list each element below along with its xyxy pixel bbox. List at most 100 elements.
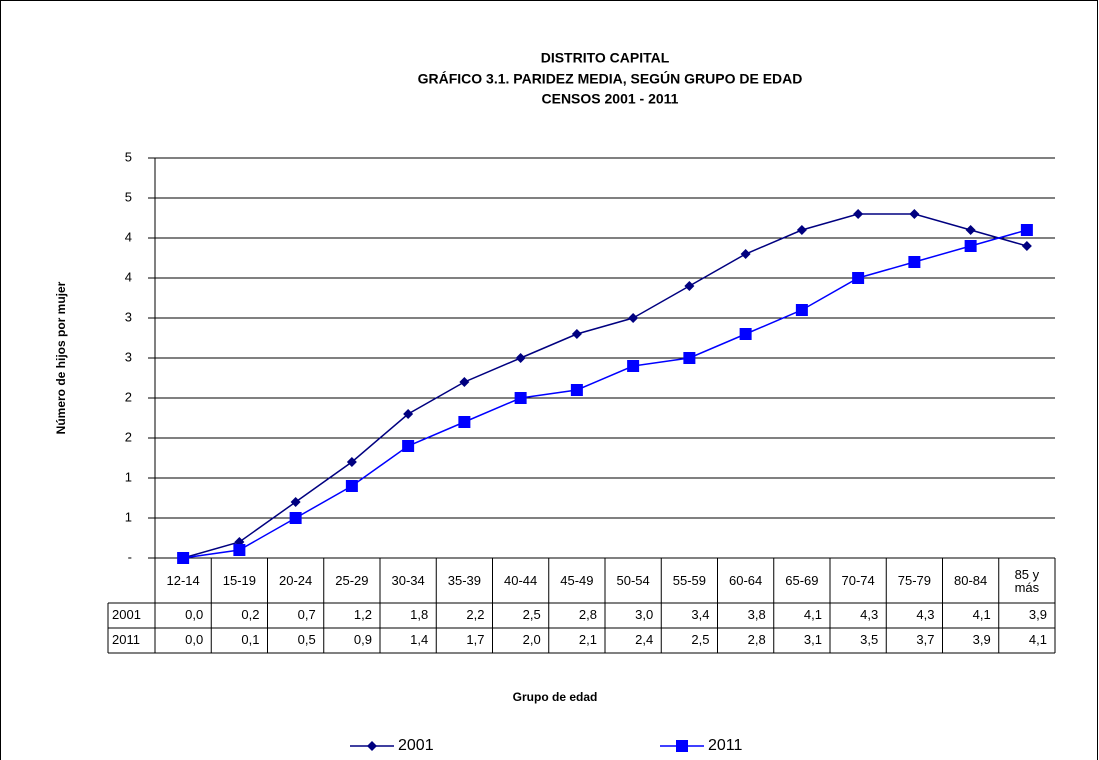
x-tick-label: 20-24 <box>279 573 313 588</box>
table-cell: 3,1 <box>804 632 822 647</box>
data-point <box>290 497 301 507</box>
x-tick-label: 55-59 <box>672 573 706 588</box>
x-tick-label: 60-64 <box>729 573 763 588</box>
data-point <box>965 225 976 235</box>
table-cell: 4,3 <box>860 607 878 622</box>
data-point <box>795 304 808 316</box>
x-tick-label: 15-19 <box>222 573 256 588</box>
data-point <box>852 272 865 284</box>
y-tick-label: 5 <box>125 189 132 204</box>
x-tick-label: 50-54 <box>616 573 650 588</box>
table-cell: 0,5 <box>298 632 316 647</box>
data-point <box>1020 224 1033 236</box>
table-cell: 0,9 <box>354 632 372 647</box>
x-tick-label: 35-39 <box>447 573 481 588</box>
table-cell: 3,7 <box>916 632 934 647</box>
data-point <box>683 352 696 364</box>
data-point <box>571 329 582 339</box>
table-cell: 0,7 <box>298 607 316 622</box>
legend-marker <box>367 741 377 751</box>
x-tick-label: 70-74 <box>841 573 875 588</box>
y-tick-label: 2 <box>125 429 132 444</box>
table-cell: 4,1 <box>804 607 822 622</box>
table-cell: 2,5 <box>691 632 709 647</box>
x-tick-label: 65-69 <box>785 573 819 588</box>
y-tick-label: 3 <box>125 349 132 364</box>
data-point <box>684 281 695 291</box>
data-point <box>345 480 358 492</box>
x-tick-label: 30-34 <box>391 573 425 588</box>
data-point <box>739 328 752 340</box>
table-cell: 2,0 <box>523 632 541 647</box>
data-point <box>740 249 751 259</box>
table-cell: 1,8 <box>410 607 428 622</box>
legend-marker <box>676 740 688 752</box>
x-tick-label: 85 y más <box>1014 566 1040 595</box>
chart-title: DISTRITO CAPITAL <box>541 50 670 66</box>
table-cell: 0,1 <box>241 632 259 647</box>
table-cell: 2,5 <box>523 607 541 622</box>
x-tick-label: 45-49 <box>560 573 594 588</box>
series-line <box>183 229 1028 559</box>
y-tick-label: 5 <box>125 149 132 164</box>
data-point <box>458 416 471 428</box>
table-cell: 3,4 <box>691 607 709 622</box>
data-point <box>515 353 526 363</box>
table-cell: 0,2 <box>241 607 259 622</box>
table-cell: 0,0 <box>185 632 203 647</box>
data-point <box>628 313 639 323</box>
chart-title: GRÁFICO 3.1. PARIDEZ MEDIA, SEGÚN GRUPO … <box>418 70 803 87</box>
table-cell: 4,3 <box>916 607 934 622</box>
data-point <box>459 377 470 387</box>
table-cell: 4,1 <box>1029 632 1047 647</box>
data-point <box>514 392 527 404</box>
table-cell: 0,0 <box>185 607 203 622</box>
x-tick-label: 40-44 <box>504 573 538 588</box>
y-axis-label: Número de hijos por mujer <box>54 281 68 434</box>
data-point <box>346 457 357 467</box>
data-point <box>853 209 864 219</box>
data-point <box>908 256 921 268</box>
table-cell: 1,4 <box>410 632 428 647</box>
y-tick-label: 2 <box>125 389 132 404</box>
data-point <box>403 409 414 419</box>
table-cell: 3,5 <box>860 632 878 647</box>
data-point <box>909 209 920 219</box>
y-tick-label: 4 <box>125 229 132 244</box>
x-tick-label: 80-84 <box>954 573 988 588</box>
data-point <box>233 544 246 556</box>
legend-label: 2001 <box>398 737 434 754</box>
y-tick-label: - <box>128 549 132 564</box>
table-cell: 1,2 <box>354 607 372 622</box>
y-tick-label: 1 <box>125 509 132 524</box>
table-cell: 4,1 <box>973 607 991 622</box>
table-cell: 3,8 <box>748 607 766 622</box>
table-cell: 3,0 <box>635 607 653 622</box>
table-cell: 2,2 <box>466 607 484 622</box>
table-cell: 2,1 <box>579 632 597 647</box>
chart-title: CENSOS 2001 - 2011 <box>542 91 679 107</box>
table-cell: 2,8 <box>748 632 766 647</box>
table-cell: 2,4 <box>635 632 653 647</box>
table-cell: 2,8 <box>579 607 597 622</box>
data-point <box>177 552 190 564</box>
data-point <box>627 360 640 372</box>
table-cell: 3,9 <box>1029 607 1047 622</box>
table-row-header: 2001 <box>112 607 141 622</box>
data-point <box>570 384 583 396</box>
data-point <box>796 225 807 235</box>
x-tick-label: 25-29 <box>335 573 369 588</box>
table-cell: 3,9 <box>973 632 991 647</box>
y-tick-label: 3 <box>125 309 132 324</box>
x-tick-label: 75-79 <box>897 573 931 588</box>
legend-label: 2011 <box>708 737 743 754</box>
x-axis-label: Grupo de edad <box>513 690 598 704</box>
y-tick-label: 4 <box>125 269 132 284</box>
data-point <box>1021 241 1032 251</box>
data-point <box>402 440 415 452</box>
table-row-header: 2011 <box>112 632 140 647</box>
data-point <box>964 240 977 252</box>
